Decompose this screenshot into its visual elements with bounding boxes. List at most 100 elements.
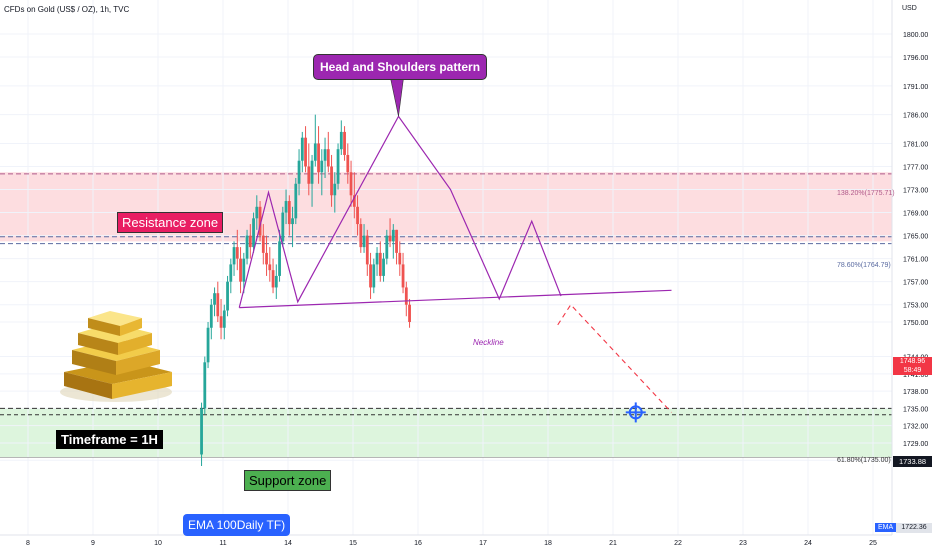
candle-body: [200, 408, 203, 455]
candle-body: [222, 310, 226, 328]
candle-body: [294, 183, 298, 219]
fib-138-label: 138.20%(1775.71): [837, 190, 895, 197]
price-tick-label: 1777.00: [903, 164, 928, 171]
candle-body: [252, 218, 255, 248]
time-tick-label: 10: [154, 540, 162, 547]
candle-body: [317, 143, 320, 173]
candle-body: [255, 206, 259, 219]
candle-body: [261, 235, 265, 253]
chart-title: CFDs on Gold (US$ / OZ), 1h, TVC: [4, 5, 130, 14]
candle-body: [229, 264, 233, 282]
callout-pointer: [390, 77, 404, 117]
candle-body: [307, 166, 311, 184]
gold-bars-illustration: [60, 311, 172, 402]
support-zone-label: Support zone: [244, 470, 332, 491]
fib-786-label: 78.60%(1764.79): [837, 262, 891, 269]
price-tick-label: 1796.00: [903, 55, 928, 62]
price-tick-label: 1738.00: [903, 389, 928, 396]
candle-body: [408, 304, 411, 322]
time-tick-label: 17: [479, 540, 487, 547]
candle-body: [336, 149, 340, 184]
price-tick-label: 1791.00: [903, 84, 928, 91]
time-tick-label: 23: [739, 540, 747, 547]
candle-body: [326, 149, 330, 167]
candle-body: [281, 212, 285, 242]
time-tick-label: 24: [804, 540, 812, 547]
candle-body: [401, 264, 405, 288]
price-tick-label: 1769.00: [903, 211, 928, 218]
candle-body: [226, 281, 229, 311]
candle-body: [310, 160, 314, 184]
candle-body: [216, 293, 220, 317]
candle-body: [385, 235, 389, 259]
candle-body: [330, 166, 333, 196]
currency-label: USD: [902, 5, 917, 12]
ema-tag-name: EMA: [875, 523, 897, 532]
candle-body: [362, 235, 366, 248]
candle-body: [209, 304, 213, 328]
candle-body: [391, 229, 395, 242]
time-tick-label: 22: [674, 540, 682, 547]
support-price-tag: 1733.88: [893, 456, 932, 467]
candle-body: [372, 264, 376, 288]
candle-body: [300, 137, 304, 161]
price-tick-label: 1773.00: [903, 188, 928, 195]
price-tick-label: 1757.00: [903, 280, 928, 287]
candle-body: [339, 131, 343, 150]
candle-body: [219, 316, 223, 328]
candle-body: [346, 154, 350, 173]
candle-body: [213, 293, 216, 305]
time-tick-label: 16: [414, 540, 422, 547]
candle-body: [343, 131, 346, 155]
ema-tag-value: 1722.36: [896, 523, 932, 533]
candle-body: [333, 183, 337, 196]
price-tick-label: 1729.00: [903, 441, 928, 448]
last-price: 1748.96: [899, 358, 926, 365]
head-shoulders-line: [238, 115, 562, 308]
time-tick-label: 9: [91, 540, 95, 547]
price-axis: [892, 0, 932, 550]
candle-body: [297, 160, 301, 184]
time-tick-label: 18: [544, 540, 552, 547]
resistance-zone-label: Resistance zone: [117, 212, 224, 233]
candle-body: [359, 224, 363, 248]
candle-body: [271, 270, 275, 288]
last-price-tag: 1748.96 58:49: [893, 357, 932, 375]
candle-body: [245, 235, 249, 259]
price-tick-label: 1800.00: [903, 32, 928, 39]
time-tick-label: 11: [219, 540, 226, 547]
candle-body: [265, 252, 268, 265]
fib-618-label: 61.80%(1735.00): [837, 457, 891, 464]
candle-body: [203, 362, 207, 409]
candle-body: [349, 172, 353, 196]
candle-body: [304, 137, 307, 167]
candle-body: [323, 149, 327, 161]
candle-body: [352, 195, 356, 207]
neckline-label: Neckline: [473, 338, 504, 347]
price-tick-label: 1732.00: [903, 424, 928, 431]
candle-body: [291, 218, 294, 225]
price-tick-label: 1741.00: [903, 372, 928, 379]
candle-body: [320, 160, 324, 173]
price-tick-label: 1761.00: [903, 257, 928, 264]
candle-body: [356, 206, 359, 225]
candle-body: [274, 275, 278, 288]
price-tick-label: 1753.00: [903, 303, 928, 310]
projection-path: [557, 303, 672, 413]
candle-body: [365, 235, 369, 265]
candle-body: [278, 241, 281, 276]
candle-body: [284, 201, 288, 213]
timeframe-label: Timeframe = 1H: [56, 430, 163, 449]
neckline: [239, 289, 672, 309]
price-tick-label: 1781.00: [903, 141, 928, 148]
candle-body: [248, 235, 252, 248]
candle-body: [235, 247, 239, 259]
time-tick-label: 25: [869, 540, 877, 547]
time-tick-label: 15: [349, 540, 357, 547]
pattern-callout: Head and Shoulders pattern: [313, 54, 488, 80]
time-tick-label: 8: [26, 540, 30, 547]
time-tick-label: 21: [609, 540, 617, 547]
candle-body: [395, 229, 398, 253]
price-tick-label: 1765.00: [903, 234, 928, 241]
